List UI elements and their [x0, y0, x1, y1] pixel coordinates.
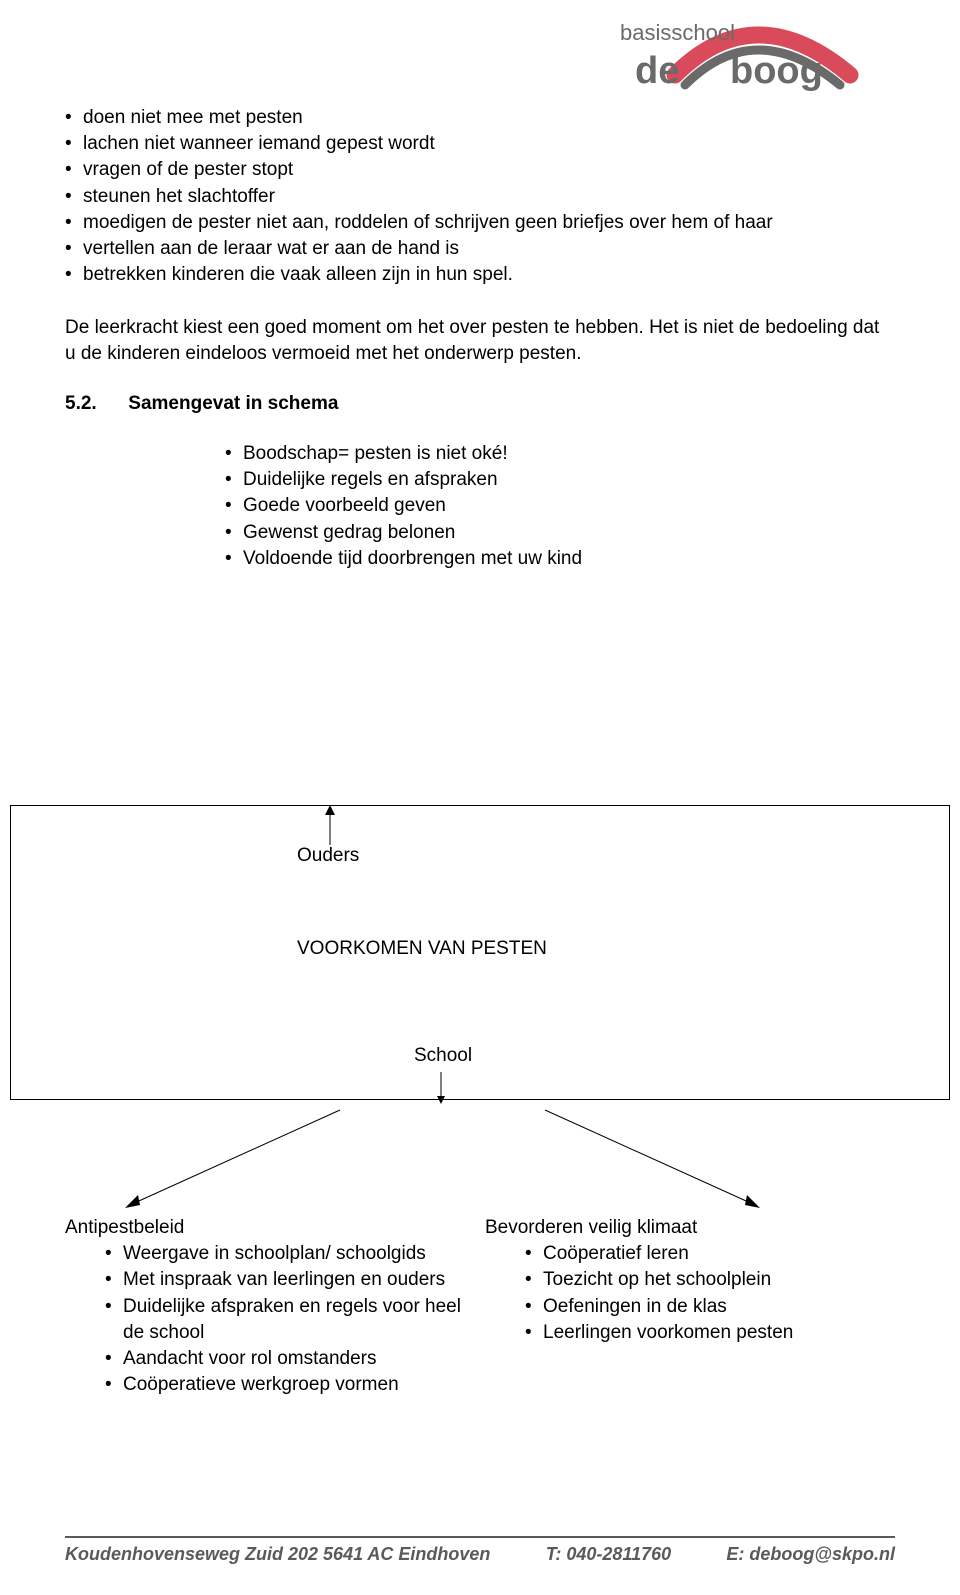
list-item: Goede voorbeeld geven	[215, 493, 895, 519]
list-item: Aandacht voor rol omstanders	[95, 1346, 465, 1372]
list-item: betrekken kinderen die vaak alleen zijn …	[65, 262, 895, 288]
page-footer: Koudenhovenseweg Zuid 202 5641 AC Eindho…	[65, 1536, 895, 1565]
list-item: Duidelijke afspraken en regels voor heel…	[95, 1294, 465, 1346]
list-item: steunen het slachtoffer	[65, 184, 895, 210]
school-logo: basisschool de boog	[580, 20, 870, 100]
arrow-up-icon	[320, 805, 340, 845]
left-column-heading: Antipestbeleid	[65, 1215, 465, 1241]
top-bullet-list: doen niet mee met pesten lachen niet wan…	[65, 105, 895, 289]
list-item: Oefeningen in de klas	[515, 1294, 895, 1320]
logo-word2: boog	[730, 50, 823, 93]
list-item: Boodschap= pesten is niet oké!	[215, 441, 895, 467]
list-item: Duidelijke regels en afspraken	[215, 467, 895, 493]
bottom-columns: Antipestbeleid Weergave in schoolplan/ s…	[65, 1215, 895, 1399]
list-item: moedigen de pester niet aan, roddelen of…	[65, 210, 895, 236]
diagram-center-label: VOORKOMEN VAN PESTEN	[297, 938, 547, 960]
arrow-down-icon	[435, 1072, 447, 1104]
list-item: Coöperatieve werkgroep vormen	[95, 1372, 465, 1398]
arrow-right-diag-icon	[535, 1105, 765, 1215]
section-title: Samengevat in schema	[128, 393, 338, 414]
main-content: doen niet mee met pesten lachen niet wan…	[65, 105, 895, 572]
section-heading: 5.2. Samengevat in schema	[65, 393, 895, 415]
logo-prefix: basisschool	[620, 20, 735, 46]
list-item: Coöperatief leren	[515, 1241, 895, 1267]
footer-phone: T: 040-2811760	[546, 1544, 671, 1565]
diagram-school-label: School	[414, 1045, 472, 1067]
logo-word1: de	[635, 50, 679, 93]
section-number: 5.2.	[65, 393, 123, 415]
list-item: Met inspraak van leerlingen en ouders	[95, 1267, 465, 1293]
list-item: lachen niet wanneer iemand gepest wordt	[65, 131, 895, 157]
arrow-left-diag-icon	[120, 1105, 350, 1215]
footer-address: Koudenhovenseweg Zuid 202 5641 AC Eindho…	[65, 1544, 490, 1565]
paragraph-text: De leerkracht kiest een goed moment om h…	[65, 315, 895, 367]
footer-email: E: deboog@skpo.nl	[726, 1544, 895, 1565]
list-item: Leerlingen voorkomen pesten	[515, 1320, 895, 1346]
list-item: Weergave in schoolplan/ schoolgids	[95, 1241, 465, 1267]
right-column-heading: Bevorderen veilig klimaat	[485, 1215, 895, 1241]
right-column-list: Coöperatief leren Toezicht op het school…	[515, 1241, 895, 1346]
left-column: Antipestbeleid Weergave in schoolplan/ s…	[65, 1215, 485, 1399]
inner-bullet-list: Boodschap= pesten is niet oké! Duidelijk…	[215, 441, 895, 572]
list-item: doen niet mee met pesten	[65, 105, 895, 131]
list-item: vertellen aan de leraar wat er aan de ha…	[65, 236, 895, 262]
list-item: Toezicht op het schoolplein	[515, 1267, 895, 1293]
list-item: Gewenst gedrag belonen	[215, 520, 895, 546]
left-column-list: Weergave in schoolplan/ schoolgids Met i…	[95, 1241, 465, 1398]
list-item: Voldoende tijd doorbrengen met uw kind	[215, 546, 895, 572]
right-column: Bevorderen veilig klimaat Coöperatief le…	[485, 1215, 895, 1399]
diagram-ouders-label: Ouders	[297, 845, 359, 867]
list-item: vragen of de pester stopt	[65, 157, 895, 183]
